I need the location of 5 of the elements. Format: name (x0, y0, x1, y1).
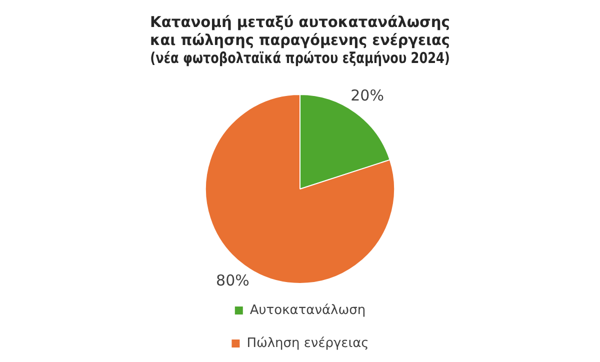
chart-title: Κατανομή μεταξύ αυτοκατανάλωσης και πώλησης παραγόμενης ενέργειας (νέα φωτοβολταϊκά πρώτου εξαμήνου 2024) (150, 14, 450, 68)
data-label: 80% (216, 272, 250, 290)
legend-label: Πώληση ενέργειας (246, 336, 369, 351)
data-label: 20% (350, 86, 384, 104)
legend-label: Αυτοκατανάλωση (250, 302, 366, 318)
